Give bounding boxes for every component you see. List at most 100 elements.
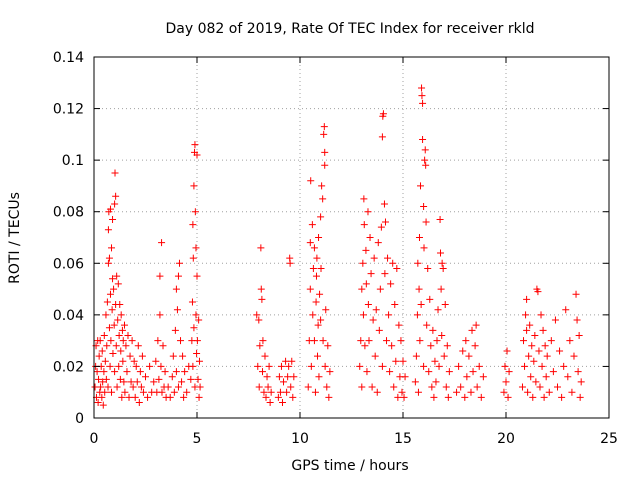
data-point [433,337,441,345]
data-point [315,373,323,381]
data-point [152,357,160,365]
data-point [99,401,107,409]
data-point [560,362,568,370]
data-point [326,368,334,376]
data-point [547,337,555,345]
data-point [453,388,461,396]
data-point [156,311,164,319]
data-point [259,337,267,345]
data-point [310,337,318,345]
data-point [360,195,368,203]
data-point [401,373,409,381]
data-point [288,357,296,365]
data-point [411,378,419,386]
data-point [126,352,134,360]
data-point [108,388,116,396]
data-point [501,362,509,370]
data-point [159,342,167,350]
data-point [310,244,318,252]
data-point [135,399,143,407]
data-point [254,362,262,370]
data-point [191,208,199,216]
data-point [105,324,113,332]
data-point [95,352,103,360]
data-point [395,321,403,329]
data-point [574,368,582,376]
data-point [440,352,448,360]
data-point [541,342,549,350]
data-point [530,357,538,365]
data-point [520,337,528,345]
data-point [432,378,440,386]
data-point [257,244,265,252]
data-point [551,316,559,324]
data-point [192,311,200,319]
data-point [543,352,551,360]
data-point [315,234,323,241]
data-point [425,368,433,376]
data-point [321,362,329,370]
data-point [171,326,179,334]
data-point [158,239,166,247]
data-point [115,362,123,370]
data-point [400,393,408,401]
data-point [304,383,312,391]
data-point [430,393,438,401]
data-point [318,182,326,190]
data-point [101,357,109,365]
data-point [439,264,447,272]
data-point [173,306,181,314]
x-tick-label: 25 [600,431,618,447]
data-point [116,301,124,309]
data-point [374,239,382,247]
data-point [118,326,126,334]
data-point [419,99,427,107]
data-point [443,342,451,350]
data-point [307,177,315,185]
data-point [136,368,144,376]
data-point [93,368,101,376]
data-point [526,321,534,329]
data-point [117,311,125,319]
data-point [477,393,485,401]
data-point [468,326,476,334]
data-point [108,306,116,314]
data-point [467,388,475,396]
data-point [388,342,396,350]
data-point [386,368,394,376]
data-point [422,161,430,169]
data-point [130,357,138,365]
data-point [312,272,320,280]
data-point [253,311,261,319]
data-point [265,362,273,370]
data-point [360,221,368,229]
data-point [110,321,118,329]
data-point [576,393,584,401]
data-point [523,326,531,334]
data-point [119,337,127,345]
data-point [109,350,117,358]
data-point [188,298,196,306]
data-point [442,383,450,391]
data-point [472,321,480,329]
data-point [416,337,424,345]
data-point [174,383,182,391]
data-point [367,270,375,278]
data-point [373,388,381,396]
data-point [421,156,429,164]
data-point [191,141,199,149]
data-point [461,393,469,401]
data-point [113,272,121,280]
data-point [195,393,203,401]
data-point [192,244,200,252]
data-point [121,388,129,396]
data-point [109,275,117,283]
data-point [128,337,136,345]
data-point [459,347,467,355]
data-point [193,272,201,280]
data-point [397,337,405,345]
data-point [534,288,542,296]
data-point [469,368,477,376]
data-point [319,195,327,203]
data-point [320,123,328,131]
